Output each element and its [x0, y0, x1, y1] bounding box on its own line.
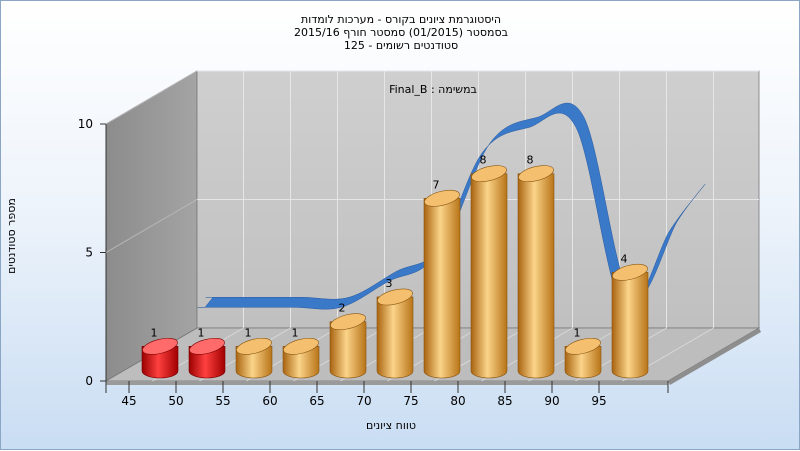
bar: 3: [376, 277, 414, 379]
x-tick-label: 95: [591, 394, 606, 408]
bar: 1: [282, 326, 320, 379]
bar-value-label: 1: [574, 326, 581, 339]
chart-title-line-2: בסמסטר (01/2015) סמסטר חורף 2015/16: [294, 26, 508, 39]
chart-title-line-1: היסטוגרמת ציונים בקורס - מערכות לומדות: [300, 13, 502, 26]
left-wall-gridline: [105, 199, 198, 253]
inner-title: Final_B : במשימה: [389, 83, 477, 96]
bar-value-label: 1: [151, 326, 158, 339]
bar-body: [329, 321, 367, 379]
bar-body: [611, 272, 649, 379]
bar: 1: [235, 326, 273, 379]
x-tick-label: 80: [450, 394, 465, 408]
bar-body: [470, 173, 508, 379]
bar-top: [518, 165, 554, 182]
bar-value-label: 7: [433, 178, 440, 191]
bar-top: [189, 337, 225, 355]
bar-top: [142, 337, 178, 355]
chart-title-line-3: סטודנטים רשומים - 125: [343, 39, 459, 52]
bar-value-label: 4: [621, 252, 628, 265]
x-tick-label: 90: [544, 394, 559, 408]
bar-top: [377, 288, 413, 306]
bar: 1: [188, 326, 226, 379]
bar: 2: [329, 302, 367, 379]
bar: 4: [611, 252, 649, 379]
bar-value-label: 2: [339, 302, 346, 315]
floor-front-edge: [106, 381, 668, 385]
bars: 1 1 1 1 2 3 7 8 8 1 4: [141, 154, 649, 379]
bar-body: [423, 197, 461, 379]
bar-top: [565, 337, 601, 355]
bar-top: [471, 165, 507, 182]
bar-body: [517, 173, 555, 379]
y-tick-label: 0: [85, 374, 93, 388]
bar-value-label: 1: [198, 326, 205, 339]
bar-value-label: 8: [480, 154, 487, 167]
bar-top: [612, 263, 648, 281]
y-axis-label: מספר סטודנטים: [5, 198, 18, 274]
x-tick-label: 50: [168, 394, 183, 408]
bar: 1: [141, 326, 179, 379]
trend-curve: [197, 102, 706, 310]
bar: 1: [564, 326, 602, 379]
bar: 8: [517, 154, 555, 379]
bar-value-label: 8: [527, 154, 534, 167]
right-edge: [668, 328, 761, 385]
bar-value-label: 1: [292, 326, 299, 339]
x-tick-label: 60: [262, 394, 277, 408]
x-axis-label: טווח ציונים: [366, 419, 416, 432]
bar-value-label: 3: [386, 277, 393, 290]
y-tick-label: 10: [78, 117, 93, 131]
bar-top: [236, 337, 272, 355]
y-axis-ticks: 0 5 10: [78, 117, 106, 388]
bar-top: [283, 337, 319, 355]
bar-top: [424, 189, 460, 207]
bar: 8: [470, 154, 508, 379]
x-tick-label: 65: [309, 394, 324, 408]
x-tick-label: 85: [497, 394, 512, 408]
left-wall-gridline: [105, 70, 198, 125]
x-tick-label: 55: [215, 394, 230, 408]
x-tick-label: 75: [403, 394, 418, 408]
bar-body: [376, 296, 414, 379]
bar: 7: [423, 178, 461, 379]
bar-value-label: 1: [245, 326, 252, 339]
bar-top: [330, 313, 366, 331]
y-tick-label: 5: [85, 246, 93, 260]
x-axis-ticks: 45 50 55 60 65 70 75 80 85 90 95: [105, 381, 669, 408]
x-tick-label: 45: [121, 394, 136, 408]
x-tick-label: 70: [356, 394, 371, 408]
